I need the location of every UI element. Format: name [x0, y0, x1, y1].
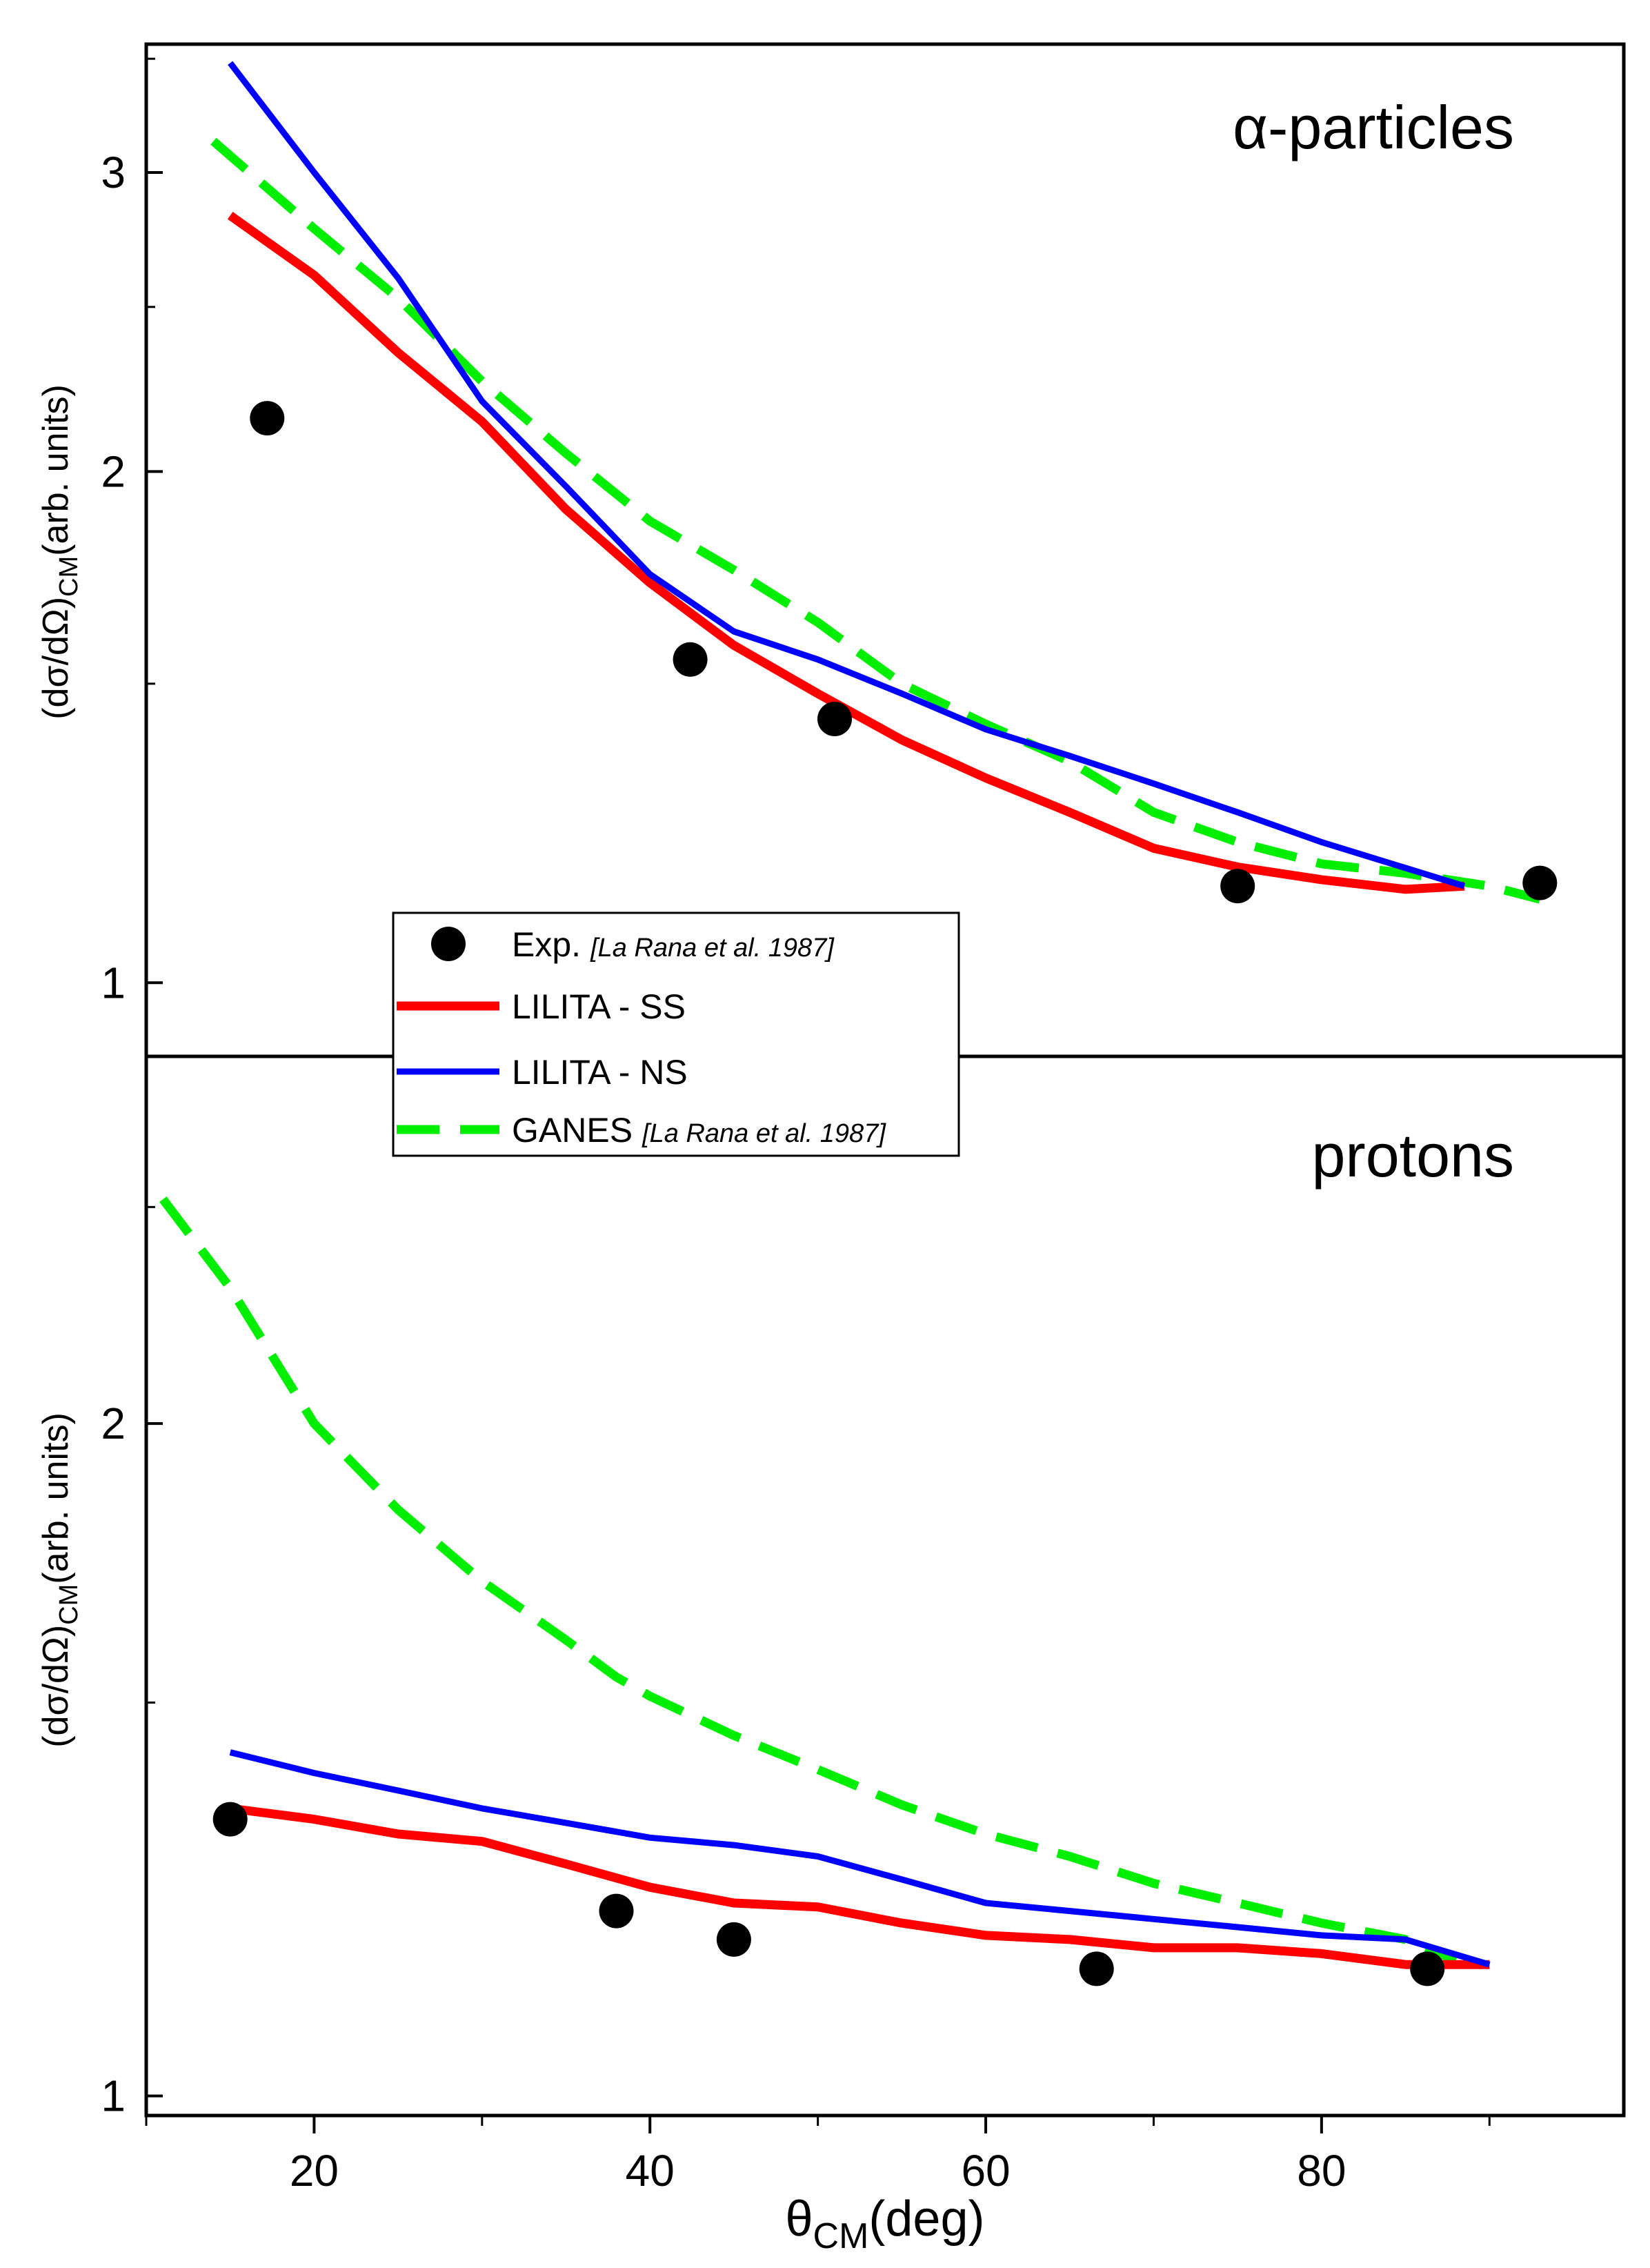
proton-curves	[159, 1196, 1491, 1986]
proton-ylabel-sub: CM	[54, 1584, 83, 1625]
proton-exp-point-4	[1079, 1951, 1114, 1986]
alpha-exp-point-3	[817, 702, 852, 736]
x-tick-label: 80	[1297, 2146, 1346, 2196]
alpha-exp-point-5	[1522, 865, 1558, 900]
alpha-ylabel-rest: (arb. units)	[36, 384, 76, 556]
legend-exp-marker	[431, 927, 466, 961]
proton-exp-point-3	[716, 1922, 751, 1957]
legend-ganes-cite: [La Rana et al. 1987]	[642, 1119, 886, 1148]
alpha-curves	[210, 61, 1558, 904]
alpha-lilita-ss-line	[227, 212, 1465, 894]
proton-ganes-line	[159, 1196, 1458, 1965]
proton-ylabel-rest: (arb. units)	[36, 1412, 76, 1584]
proton-axes: 1 2 20 40 60 80	[101, 1205, 1491, 2196]
xlabel-sub: CM	[813, 2216, 869, 2256]
alpha-exp-point-4	[1220, 869, 1255, 904]
legend-exp-text: Exp. [La Rana et al. 1987]	[512, 925, 835, 964]
alpha-y-tick-label: 1	[101, 958, 126, 1007]
legend-ganes-label: GANES	[512, 1111, 633, 1150]
legend-exp-cite: [La Rana et al. 1987]	[590, 934, 835, 963]
proton-ylabel-main: (dσ/dΩ)	[36, 1625, 76, 1748]
alpha-y-tick-label: 2	[101, 446, 126, 496]
alpha-y-axis: 1 2 3	[101, 57, 163, 1007]
x-axis-title: θCM(deg)	[785, 2191, 984, 2256]
proton-y-axis-title: (dσ/dΩ)CM(arb. units)	[36, 1412, 83, 1748]
alpha-ylabel-main: (dσ/dΩ)	[36, 597, 76, 720]
legend-ganes-text: GANES [La Rana et al. 1987]	[512, 1111, 886, 1150]
alpha-ylabel-sub: CM	[54, 556, 83, 597]
proton-y-tick-label: 2	[101, 1399, 126, 1448]
alpha-exp-point-1	[250, 401, 285, 436]
proton-panel-label: protons	[1311, 1121, 1514, 1190]
proton-exp-point-2	[599, 1893, 634, 1929]
legend-ss-label: LILITA - SS	[512, 987, 686, 1026]
legend-box	[392, 911, 960, 1157]
alpha-ganes-line	[210, 137, 1541, 904]
xlabel-rest: (deg)	[868, 2191, 984, 2247]
alpha-y-axis-title: (dσ/dΩ)CM(arb. units)	[36, 384, 83, 720]
alpha-panel-label: α-particles	[1233, 93, 1514, 161]
proton-y-tick-label: 1	[101, 2071, 126, 2121]
alpha-exp-point-2	[673, 642, 708, 677]
alpha-lilita-ns-line	[228, 61, 1466, 889]
x-tick-label: 40	[626, 2146, 675, 2196]
alpha-y-tick-label: 3	[101, 148, 126, 197]
legend-ns-label: LILITA - NS	[512, 1053, 688, 1092]
xlabel-main: θ	[785, 2191, 813, 2247]
proton-lilita-ns-line	[229, 1749, 1491, 1968]
proton-exp-point-1	[212, 1802, 248, 1837]
legend-exp-label: Exp.	[512, 925, 581, 964]
proton-lilita-ss-line	[229, 1804, 1490, 1969]
x-tick-label: 20	[290, 2146, 339, 2196]
legend: Exp. [La Rana et al. 1987] LILITA - SS LI…	[392, 911, 960, 1157]
proton-exp-point-5	[1410, 1951, 1445, 1986]
x-tick-label: 60	[961, 2146, 1010, 2196]
